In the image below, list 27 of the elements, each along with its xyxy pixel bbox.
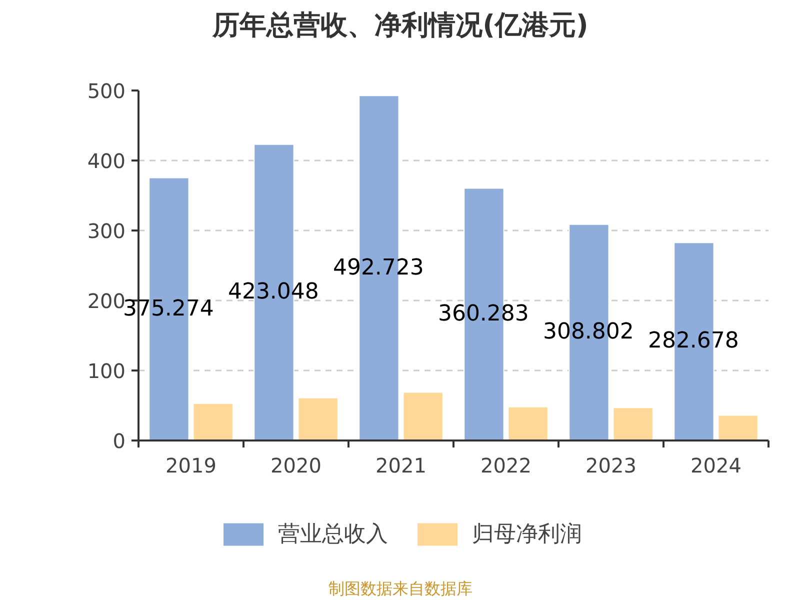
legend-label: 归母净利润 bbox=[472, 521, 582, 549]
y-tick-label: 500 bbox=[87, 79, 126, 103]
bar bbox=[718, 414, 758, 440]
chart-title: 历年总营收、净利情况(亿港元) bbox=[212, 10, 588, 41]
y-tick-label: 300 bbox=[87, 219, 126, 243]
data-label: 360.283 bbox=[438, 301, 529, 326]
y-tick-label: 400 bbox=[87, 149, 126, 173]
y-tick-label: 200 bbox=[87, 289, 126, 313]
y-tick-label: 100 bbox=[87, 359, 126, 383]
text: 制图数据来自数据库 bbox=[328, 579, 472, 598]
x-tick-label: 2023 bbox=[586, 454, 636, 478]
x-tick-label: 2019 bbox=[166, 454, 216, 478]
legend-label: 营业总收入 bbox=[278, 521, 388, 549]
y-tick-label: 0 bbox=[112, 429, 126, 453]
bar bbox=[298, 397, 338, 440]
bar bbox=[192, 402, 234, 440]
bar bbox=[508, 406, 548, 440]
x-tick-label: 2020 bbox=[270, 454, 322, 478]
x-tick-label: 2024 bbox=[690, 454, 742, 478]
bar bbox=[402, 392, 444, 440]
data-label: 492.723 bbox=[332, 255, 424, 280]
data-label: 308.802 bbox=[542, 319, 634, 344]
x-tick-label: 2022 bbox=[480, 454, 532, 478]
data-label: 423.048 bbox=[228, 279, 319, 304]
bar bbox=[612, 407, 654, 440]
data-label: 282.678 bbox=[648, 328, 739, 354]
x-tick-label: 2021 bbox=[376, 454, 426, 478]
